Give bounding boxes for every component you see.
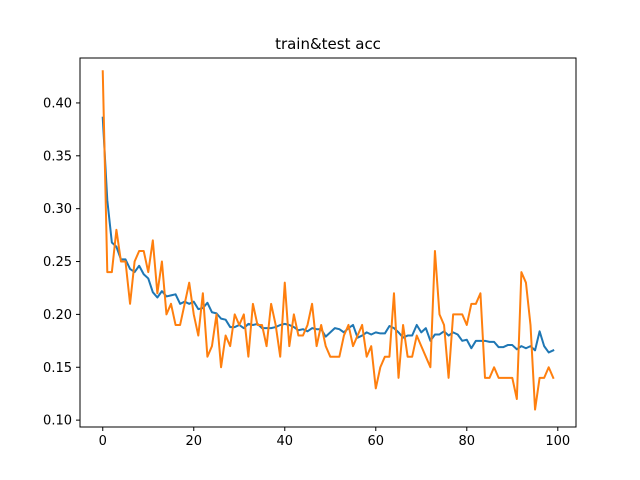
series-line-1	[101, 116, 555, 354]
y-tick-label: 0.30	[43, 202, 72, 217]
plot-frame	[79, 57, 577, 428]
x-tick-label: 100	[545, 434, 570, 449]
x-tick-label: 20	[185, 434, 202, 449]
x-tick-label: 0	[99, 434, 107, 449]
y-tick-label: 0.15	[43, 361, 72, 376]
x-tick-label: 80	[459, 434, 476, 449]
y-tick-label: 0.35	[43, 149, 72, 164]
series-layer	[101, 70, 555, 411]
chart-title: train&test acc	[275, 35, 381, 53]
series-line-2	[101, 70, 555, 411]
y-tick-label: 0.20	[43, 308, 72, 323]
x-tick-label: 60	[368, 434, 385, 449]
y-tick-label: 0.40	[43, 96, 72, 111]
x-axis-ticks: 0 20 40 60 80 100	[99, 427, 570, 449]
y-tick-label: 0.10	[43, 414, 72, 429]
axes-layer	[79, 57, 577, 428]
x-tick-label: 40	[276, 434, 293, 449]
y-axis-ticks: 0.10 0.15 0.20 0.25 0.30 0.35 0.40	[43, 96, 80, 429]
y-tick-label: 0.25	[43, 255, 72, 270]
